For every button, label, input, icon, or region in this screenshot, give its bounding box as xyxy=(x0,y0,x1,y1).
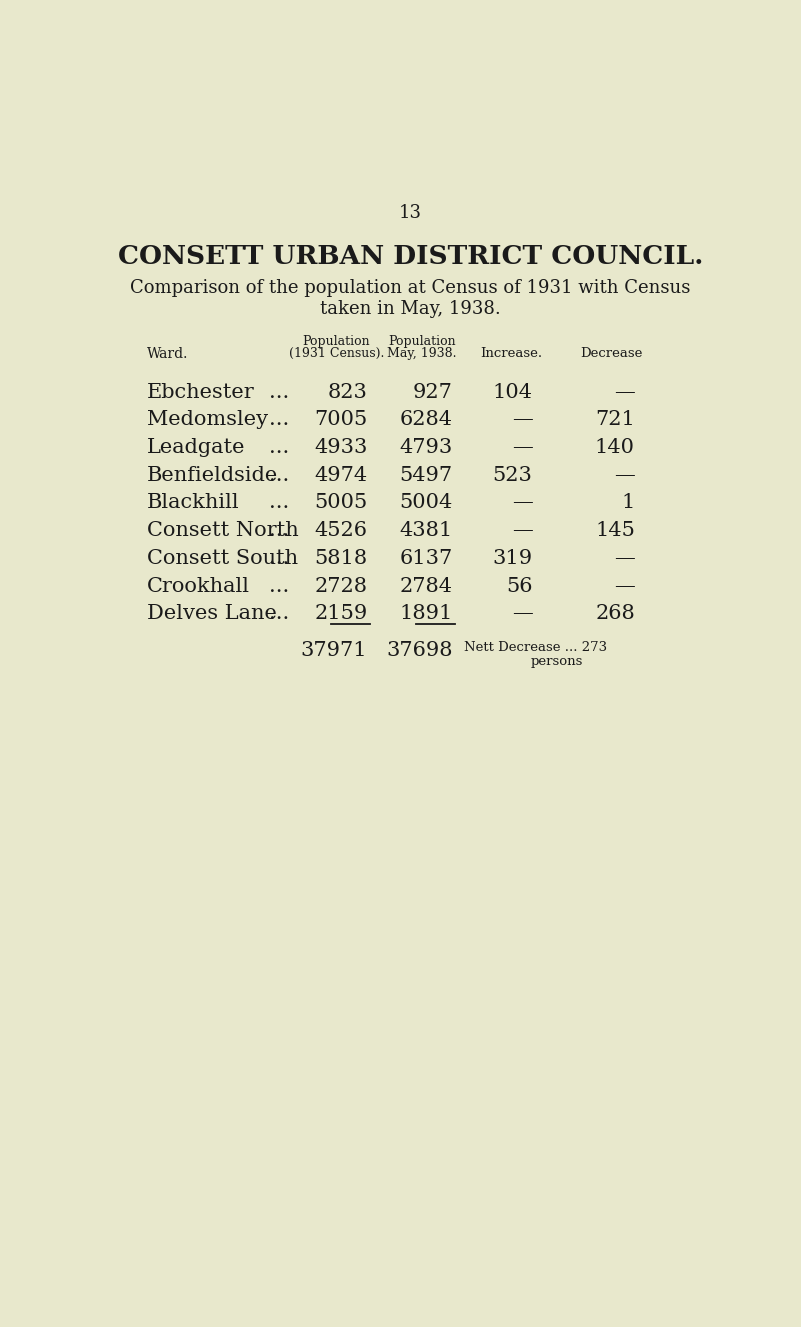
Text: ...: ... xyxy=(269,549,289,568)
Text: Population: Population xyxy=(303,334,370,348)
Text: 140: 140 xyxy=(595,438,635,456)
Text: 37698: 37698 xyxy=(386,641,453,661)
Text: —: — xyxy=(512,438,533,456)
Text: ...: ... xyxy=(269,382,289,402)
Text: 6284: 6284 xyxy=(400,410,453,429)
Text: 5497: 5497 xyxy=(400,466,453,484)
Text: 1: 1 xyxy=(622,494,635,512)
Text: Delves Lane: Delves Lane xyxy=(147,604,276,624)
Text: 5004: 5004 xyxy=(400,494,453,512)
Text: Decrease: Decrease xyxy=(581,348,643,360)
Text: ...: ... xyxy=(269,466,289,484)
Text: Ebchester: Ebchester xyxy=(147,382,255,402)
Text: 6137: 6137 xyxy=(400,549,453,568)
Text: —: — xyxy=(614,576,635,596)
Text: 5818: 5818 xyxy=(314,549,368,568)
Text: 1891: 1891 xyxy=(400,604,453,624)
Text: taken in May, 1938.: taken in May, 1938. xyxy=(320,300,501,318)
Text: 823: 823 xyxy=(328,382,368,402)
Text: 2784: 2784 xyxy=(400,576,453,596)
Text: Medomsley: Medomsley xyxy=(147,410,268,429)
Text: 145: 145 xyxy=(595,522,635,540)
Text: —: — xyxy=(512,604,533,624)
Text: 13: 13 xyxy=(399,204,422,222)
Text: 4526: 4526 xyxy=(315,522,368,540)
Text: (1931 Census).: (1931 Census). xyxy=(289,348,384,360)
Text: 56: 56 xyxy=(506,576,533,596)
Text: Nett Decrease ... 273: Nett Decrease ... 273 xyxy=(465,641,607,654)
Text: 4974: 4974 xyxy=(314,466,368,484)
Text: Ward.: Ward. xyxy=(147,348,188,361)
Text: persons: persons xyxy=(530,656,582,667)
Text: —: — xyxy=(512,522,533,540)
Text: 4381: 4381 xyxy=(400,522,453,540)
Text: —: — xyxy=(512,494,533,512)
Text: ...: ... xyxy=(269,604,289,624)
Text: 4793: 4793 xyxy=(400,438,453,456)
Text: ...: ... xyxy=(269,576,289,596)
Text: 2728: 2728 xyxy=(315,576,368,596)
Text: Comparison of the population at Census of 1931 with Census: Comparison of the population at Census o… xyxy=(131,279,690,297)
Text: 319: 319 xyxy=(493,549,533,568)
Text: —: — xyxy=(614,382,635,402)
Text: —: — xyxy=(614,549,635,568)
Text: 5005: 5005 xyxy=(314,494,368,512)
Text: ...: ... xyxy=(269,522,289,540)
Text: Blackhill: Blackhill xyxy=(147,494,239,512)
Text: ...: ... xyxy=(269,410,289,429)
Text: 37971: 37971 xyxy=(301,641,368,661)
Text: 7005: 7005 xyxy=(314,410,368,429)
Text: CONSETT URBAN DISTRICT COUNCIL.: CONSETT URBAN DISTRICT COUNCIL. xyxy=(118,244,703,269)
Text: ...: ... xyxy=(269,494,289,512)
Text: —: — xyxy=(512,410,533,429)
Text: Crookhall: Crookhall xyxy=(147,576,250,596)
Text: ...: ... xyxy=(269,438,289,456)
Text: Population: Population xyxy=(388,334,456,348)
Text: 927: 927 xyxy=(413,382,453,402)
Text: 104: 104 xyxy=(493,382,533,402)
Text: Benfieldside: Benfieldside xyxy=(147,466,278,484)
Text: Consett North: Consett North xyxy=(147,522,299,540)
Text: 2159: 2159 xyxy=(314,604,368,624)
Text: 721: 721 xyxy=(595,410,635,429)
Text: Increase.: Increase. xyxy=(480,348,542,360)
Text: 268: 268 xyxy=(595,604,635,624)
Text: 4933: 4933 xyxy=(314,438,368,456)
Text: —: — xyxy=(614,466,635,484)
Text: Leadgate: Leadgate xyxy=(147,438,245,456)
Text: May, 1938.: May, 1938. xyxy=(387,348,457,360)
Text: 523: 523 xyxy=(493,466,533,484)
Text: Consett South: Consett South xyxy=(147,549,298,568)
